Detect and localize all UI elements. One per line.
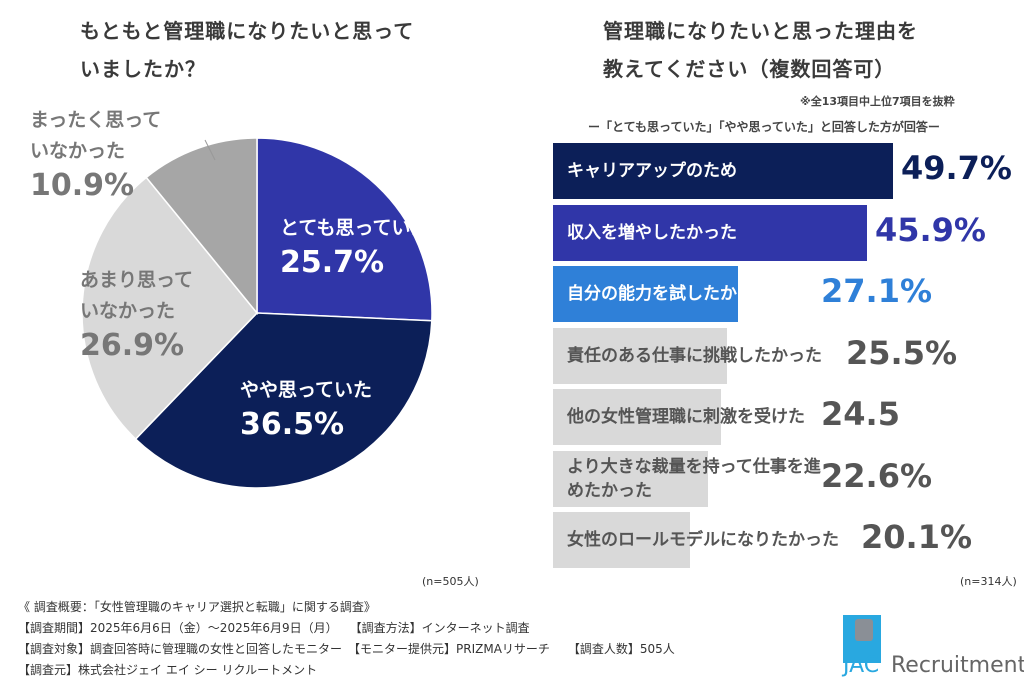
bar <box>553 327 728 384</box>
bar-value: 49.7% <box>900 149 1012 187</box>
pie-chart <box>81 137 433 489</box>
footer-line: 【調査元】株式会社ジェイ エイ シー リクルートメント <box>18 663 318 677</box>
leader-line <box>204 139 216 161</box>
bar-label: より大きな裁量を持って仕事を進めたかった <box>567 456 821 501</box>
bar-label: 女性のロールモデルになりたかった <box>567 530 839 550</box>
pie-slice-3 <box>81 176 259 441</box>
pie-label-4: まったく思って いなかった 10.9% <box>30 109 162 203</box>
jac-logo: JAC Recruitment <box>843 615 1024 678</box>
bar-value: 20.1% <box>861 518 973 556</box>
footer-line: 《 調査概要：「女性管理職のキャリア選択と転職」に関する調査》 <box>18 600 376 614</box>
note: ※全13項目中上位7項目を抜粋 <box>800 95 955 108</box>
bar <box>553 450 708 507</box>
pie-label-2: やや思っていた 36.5% <box>240 379 373 442</box>
bar <box>553 266 739 322</box>
puzzle-piece-icon <box>855 619 873 641</box>
bar <box>553 143 893 199</box>
bar-label: 収入を増やしたかった <box>567 222 737 243</box>
pie-title-line: いましたか？ <box>80 57 206 81</box>
footer-line: 【調査対象】調査回答時に管理職の女性と回答したモニター 【モニター提供元】PRI… <box>18 642 675 656</box>
bar-label: キャリアアップのため <box>567 161 737 181</box>
bar <box>553 512 691 568</box>
bar <box>553 389 721 445</box>
pie-title: もともと管理職になりたいと思って いましたか？ <box>80 12 414 88</box>
bar-title-line: 教えてください（複数回答可） <box>603 57 896 81</box>
footer: 《 調査概要：「女性管理職のキャリア選択と転職」に関する調査》 【調査期間】20… <box>18 597 675 681</box>
pie-slice-1 <box>256 137 433 322</box>
bar-value: 25.5% <box>846 333 958 372</box>
pie-n: (n=505人) <box>422 575 479 588</box>
pie-title-line: もともと管理職になりたいと思って <box>80 19 415 43</box>
pie-slice-4 <box>145 137 258 316</box>
pie-label-1: とても思っていた 25.7% <box>280 217 430 280</box>
logo-jac: JAC <box>843 653 880 678</box>
bar-title: 管理職になりたいと思った理由を 教えてください（複数回答可） <box>603 12 918 88</box>
bar-value: 27.1% <box>821 272 933 310</box>
pie-label-3: あまり思って いなかった 26.9% <box>80 269 194 363</box>
bar-label: 自分の能力を試したかった <box>567 284 771 304</box>
bar-n: (n=314人) <box>960 575 1017 588</box>
pie-slice-2 <box>134 312 433 489</box>
bar-label: 他の女性管理職に刺激を受けた <box>567 407 805 427</box>
logo-recruitment: Recruitment <box>891 653 1024 678</box>
bar-value: 45.9% <box>874 210 986 249</box>
bar-value: 22.6% <box>821 456 933 495</box>
bar-title-line: 管理職になりたいと思った理由を <box>603 19 918 43</box>
bar <box>553 204 867 261</box>
footer-line: 【調査期間】2025年6月6日（金）～2025年6月9日（月） 【調査方法】イン… <box>18 621 530 635</box>
bar-value: 24.5 <box>821 395 900 433</box>
bar-subtitle: ー「とても思っていた」「やや思っていた」と回答した方が回答ー <box>588 120 940 134</box>
bar-label: 責任のある仕事に挑戦したかった <box>567 345 822 366</box>
